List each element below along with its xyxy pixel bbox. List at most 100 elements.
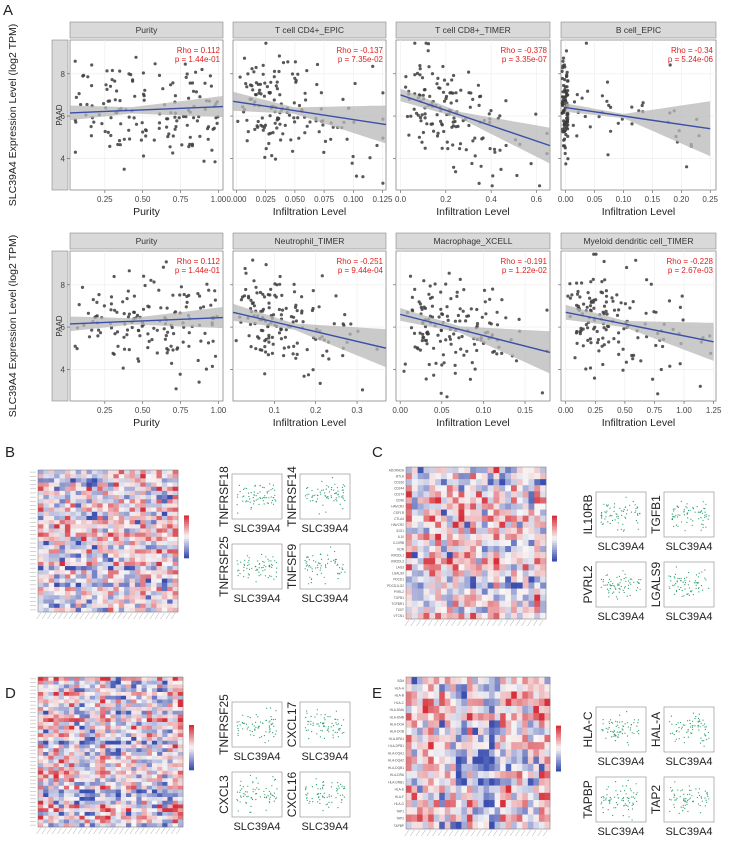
heatmap-row-label: BTLA: [396, 474, 405, 478]
heatmap-cell: [172, 767, 179, 772]
heatmap-cell: [417, 479, 424, 486]
data-point: [141, 71, 145, 75]
heatmap-cell: [43, 688, 49, 693]
heatmap-cell: [69, 752, 75, 757]
heatmap-cell: [145, 524, 152, 529]
heatmap-cell: [69, 815, 75, 820]
heatmap-cell: [108, 503, 114, 508]
heatmap-cell: [58, 695, 65, 700]
mini-scatter-point: [327, 486, 330, 488]
heatmap-cell: [91, 474, 98, 479]
heatmap-cell: [48, 586, 55, 592]
heatmap-cell: [172, 733, 179, 738]
heatmap-cell: [110, 793, 116, 798]
heatmap-cell: [446, 515, 453, 523]
heatmap-cell: [411, 582, 418, 589]
data-point: [412, 107, 416, 111]
data-point: [132, 116, 136, 120]
data-point: [418, 64, 422, 68]
heatmap-cell: [43, 797, 49, 802]
heatmap-cell: [528, 533, 535, 541]
data-point: [564, 74, 569, 79]
color-legend-step: [552, 520, 557, 523]
heatmap-cell: [79, 819, 85, 824]
heatmap-cell: [59, 595, 66, 600]
heatmap-cell: [48, 524, 55, 529]
mini-scatter-point: [320, 565, 322, 567]
mini-scatter-point: [253, 503, 255, 505]
color-legend-step: [552, 538, 557, 542]
mini-scatter-point: [707, 518, 709, 520]
data-point: [645, 278, 649, 282]
heatmap-cell: [110, 692, 116, 697]
heatmap-cell: [134, 578, 141, 584]
heatmap-cell: [108, 578, 114, 584]
heatmap-cell: [48, 733, 54, 738]
heatmap-cell: [167, 515, 173, 521]
heatmap-cell: [102, 591, 109, 596]
data-point: [561, 144, 566, 148]
heatmap-cell: [124, 595, 130, 600]
heatmap-cell: [458, 600, 465, 608]
heatmap-cell: [43, 599, 50, 604]
heatmap-cell: [511, 539, 518, 547]
heatmap-cell: [115, 684, 122, 689]
heatmap-cell: [64, 507, 71, 513]
heatmap-cell: [522, 515, 529, 523]
mini-scatter-point: [324, 565, 327, 567]
heatmap-cell: [157, 733, 163, 738]
heatmap-cell: [108, 549, 114, 554]
heatmap-col-tick: [98, 827, 103, 835]
heatmap-cell: [75, 524, 82, 529]
heatmap-cell: [48, 549, 55, 554]
mini-scatter-point: [685, 506, 687, 508]
data-point: [252, 70, 256, 74]
heatmap-cell: [89, 797, 96, 802]
heatmap-cell: [59, 536, 66, 542]
heatmap-cell: [94, 703, 101, 708]
heatmap-cell: [115, 819, 122, 824]
heatmap-cell: [446, 521, 453, 529]
mini-scatter-point: [336, 500, 338, 502]
heatmap-cell: [108, 536, 114, 542]
mini-scatter-point: [321, 489, 323, 491]
heatmap-cell: [126, 729, 132, 734]
heatmap-cell: [534, 515, 541, 523]
heatmap-cell: [145, 490, 152, 496]
heatmap-cell: [105, 729, 111, 734]
heatmap-cell: [406, 612, 413, 620]
heatmap-cell: [43, 545, 50, 550]
data-point: [292, 282, 296, 286]
data-point: [141, 154, 146, 158]
heatmap-cell: [100, 815, 106, 820]
heatmap-cell: [441, 606, 448, 614]
heatmap-cell: [534, 594, 541, 602]
heatmap-cell: [63, 797, 70, 802]
heatmap-cell: [43, 524, 50, 529]
data-point: [606, 153, 610, 157]
heatmap-cell: [118, 495, 125, 500]
heatmap-cell: [151, 774, 158, 779]
heatmap-cell: [102, 599, 109, 604]
heatmap-cell: [118, 607, 125, 613]
heatmap-cell: [145, 515, 152, 521]
data-point: [196, 358, 200, 363]
heatmap-cell: [146, 789, 153, 794]
mini-scatter-point: [236, 496, 239, 498]
heatmap-cell: [126, 680, 132, 685]
heatmap-cell: [124, 603, 130, 609]
heatmap-cell: [131, 692, 137, 697]
data-point: [100, 122, 104, 126]
mini-scatter-point: [324, 492, 326, 494]
heatmap-cell: [43, 536, 50, 542]
heatmap-cell: [499, 594, 506, 602]
heatmap-cell: [446, 539, 453, 547]
mini-scatter-point: [605, 574, 607, 576]
mini-scatter-point: [316, 574, 318, 576]
heatmap-cell: [458, 594, 465, 602]
heatmap-cell: [58, 748, 65, 753]
data-point: [413, 73, 417, 77]
heatmap-cell: [54, 499, 60, 504]
mini-scatter-point: [696, 506, 698, 508]
heatmap-cell: [151, 553, 157, 559]
